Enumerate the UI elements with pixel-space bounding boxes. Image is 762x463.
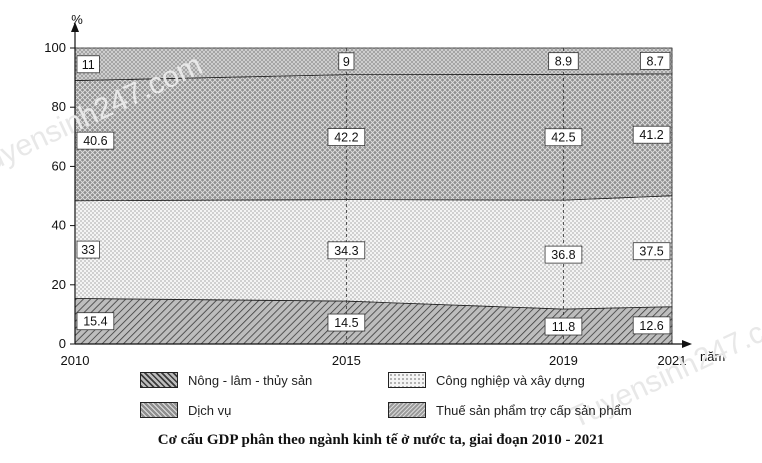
legend-swatch-services [140, 402, 178, 418]
data-label: 11 [82, 58, 95, 72]
data-label: 14.5 [334, 316, 358, 330]
data-label-box [640, 51, 671, 70]
data-label-box [632, 125, 671, 144]
data-label-box [338, 52, 355, 71]
legend-swatch-agriculture [140, 372, 178, 388]
data-label: 11.8 [552, 320, 575, 334]
y-tick-label-20: 20 [52, 277, 66, 292]
legend-item-agriculture: Nông - lâm - thủy sản [140, 372, 312, 388]
area-series-1 [74, 195, 673, 310]
data-label-box [632, 242, 671, 261]
data-label: 8.7 [647, 54, 664, 68]
data-label: 33 [81, 243, 95, 257]
data-label: 41.2 [639, 128, 663, 142]
legend-swatch-taxes [388, 402, 426, 418]
data-label: 37.5 [639, 245, 663, 259]
x-axis-label: năm [700, 349, 725, 364]
data-label-box [548, 52, 579, 71]
legend-item-taxes: Thuế sản phẩm trợ cấp sản phẩm [388, 402, 632, 418]
data-label: 34.3 [334, 244, 358, 258]
y-axis-arrow [71, 22, 79, 32]
data-label: 42.2 [334, 131, 358, 145]
x-axis-arrow [682, 340, 692, 348]
data-label-box [327, 128, 366, 146]
data-label-box [76, 240, 100, 259]
data-label-box [327, 313, 366, 332]
data-label: 8.9 [555, 55, 572, 69]
y-tick-label-40: 40 [52, 218, 66, 233]
data-label-box [544, 128, 583, 147]
y-tick-label-100: 100 [44, 40, 66, 55]
data-label: 36.8 [551, 248, 575, 262]
data-label: 42.5 [551, 131, 575, 145]
x-tick-label-2019: 2019 [549, 353, 578, 368]
data-label-box [76, 131, 115, 150]
legend-label-agriculture: Nông - lâm - thủy sản [188, 372, 313, 388]
data-label-box [327, 241, 366, 260]
y-tick-label-80: 80 [52, 99, 66, 114]
chart-caption: Cơ cấu GDP phân theo ngành kinh tế ở nướ… [157, 432, 605, 448]
x-tick-label-2021: 2021 [658, 353, 687, 368]
data-label-box [544, 245, 583, 264]
y-axis-label: % [71, 12, 83, 27]
legend-swatch-industry [388, 372, 426, 388]
legend-item-services: Dịch vụ [140, 402, 231, 418]
legend-label-industry: Công nghiệp và xây dựng [436, 372, 585, 388]
legend-item-industry: Công nghiệp và xây dựng [388, 372, 585, 388]
data-label: 12.6 [639, 319, 663, 333]
legend-label-services: Dịch vụ [188, 402, 232, 418]
data-label: 9 [343, 55, 350, 69]
data-label-box [76, 55, 100, 74]
data-label-box [76, 312, 115, 331]
data-label-box [632, 316, 671, 335]
legend-label-taxes: Thuế sản phẩm trợ cấp sản phẩm [436, 402, 632, 418]
data-label: 15.4 [83, 315, 107, 329]
y-tick-label-60: 60 [52, 158, 66, 173]
data-label-box [544, 317, 583, 336]
x-tick-label-2010: 2010 [61, 353, 90, 368]
y-tick-label-0: 0 [59, 336, 66, 351]
data-label: 40.6 [83, 134, 107, 148]
x-tick-label-2015: 2015 [332, 353, 361, 368]
